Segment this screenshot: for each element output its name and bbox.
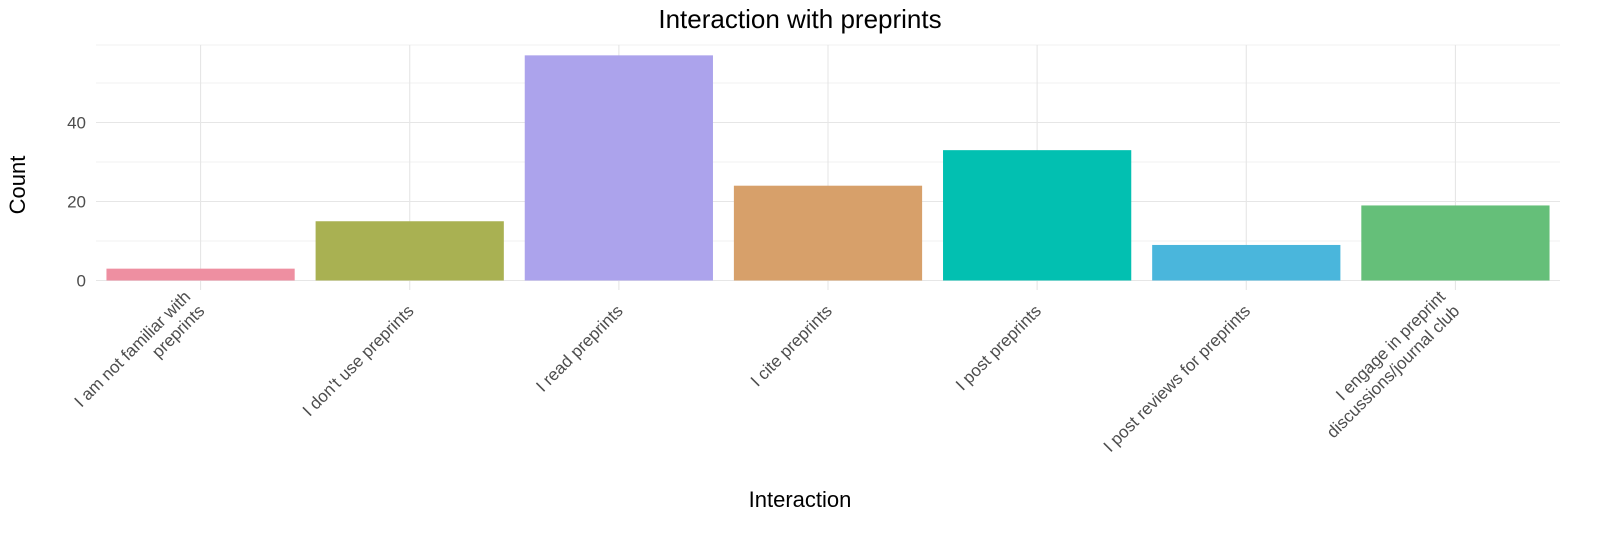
- x-tick-label: I don't use preprints: [299, 301, 418, 420]
- bar: [524, 55, 713, 281]
- bar-layer: [106, 55, 1550, 281]
- x-tick-label-line: I read preprints: [532, 301, 626, 395]
- x-tick-label-line: I don't use preprints: [299, 301, 418, 420]
- y-tick-label: 20: [67, 193, 86, 212]
- x-tick-label-line: I am not familiar with: [71, 287, 195, 411]
- y-tick-label: 40: [67, 114, 86, 133]
- bar: [106, 268, 295, 281]
- y-tick-label: 0: [77, 272, 86, 291]
- bar: [943, 150, 1132, 281]
- x-tick-label: I post reviews for preprints: [1100, 301, 1254, 455]
- x-tick-label: I engage in preprintdiscussions/journal …: [1309, 287, 1464, 442]
- x-tick-label-line: discussions/journal club: [1323, 301, 1463, 441]
- x-axis-label: Interaction: [748, 487, 852, 512]
- x-tick-label-line: I cite preprints: [747, 301, 836, 390]
- x-tick-label-line: I post reviews for preprints: [1100, 301, 1254, 455]
- x-tick-label: I cite preprints: [747, 301, 836, 390]
- x-tick-label: I post preprints: [952, 301, 1045, 394]
- x-tick-label: I am not familiar withpreprints: [71, 287, 209, 425]
- chart-title: Interaction with preprints: [658, 4, 942, 34]
- axis-layer: 0 20 40 I am not familiar withpreprints I do…: [67, 114, 1463, 456]
- bar: [1152, 244, 1341, 281]
- bar: [733, 185, 923, 281]
- x-tick-label: I read preprints: [532, 301, 626, 395]
- bar: [315, 221, 504, 281]
- bar: [1361, 205, 1550, 281]
- x-tick-label-line: I post preprints: [952, 301, 1045, 394]
